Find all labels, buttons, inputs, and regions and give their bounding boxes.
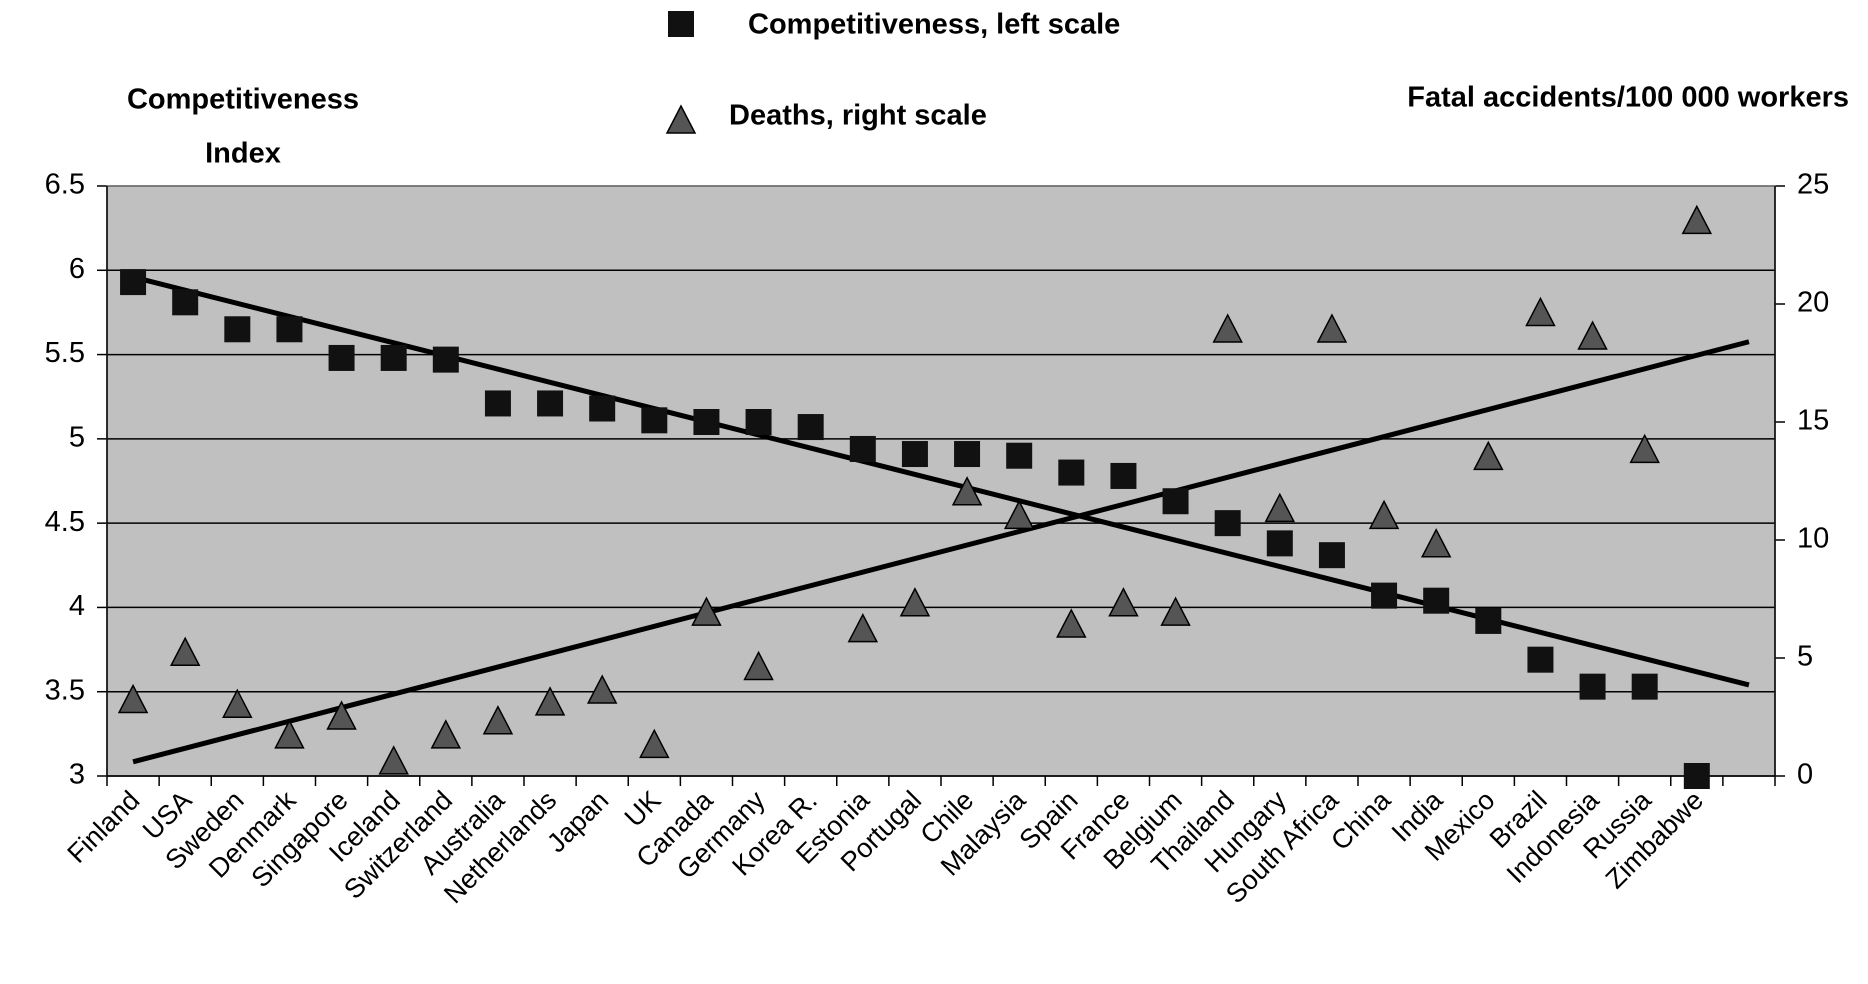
- square-marker: [224, 316, 251, 343]
- square-marker: [1318, 542, 1345, 569]
- y-tick-label: 4.5: [45, 506, 85, 538]
- y-tick-label: 5.5: [45, 337, 85, 369]
- square-marker: [641, 407, 668, 434]
- y-tick-label: 4: [69, 590, 85, 622]
- square-marker: [954, 441, 981, 468]
- triangle-marker: [1003, 499, 1035, 530]
- y-tick-label: 3: [69, 759, 85, 791]
- triangle-marker: [222, 688, 253, 718]
- y2-tick-label: 15: [1797, 405, 1829, 437]
- triangle-marker: [1473, 440, 1504, 471]
- triangle-marker: [1681, 204, 1713, 235]
- triangle-marker: [1629, 433, 1660, 464]
- square-marker: [693, 409, 720, 435]
- square-marker: [1162, 488, 1189, 515]
- triangle-marker: [847, 613, 879, 643]
- square-marker: [1527, 646, 1554, 673]
- square-marker: [745, 409, 772, 435]
- square-marker: [1058, 459, 1085, 486]
- triangle-marker: [951, 476, 983, 506]
- square-marker: [1683, 763, 1710, 789]
- square-marker: [1110, 462, 1137, 489]
- y-axis-title: Index: [205, 138, 281, 170]
- triangle-marker: [169, 636, 201, 667]
- y-tick-label: 6: [69, 253, 85, 285]
- square-marker: [276, 316, 303, 343]
- triangle-marker: [899, 587, 931, 617]
- y-tick-label: 5: [69, 422, 85, 454]
- y2-tick-label: 0: [1797, 759, 1813, 791]
- square-marker: [849, 435, 876, 462]
- triangle-marker: [1525, 296, 1556, 327]
- triangle-marker: [691, 596, 722, 626]
- triangle-marker: [743, 650, 774, 681]
- square-marker: [120, 269, 147, 296]
- triangle-marker: [1108, 587, 1139, 617]
- triangle-marker: [482, 705, 514, 735]
- triangle-marker: [1368, 499, 1400, 530]
- y2-tick-label: 20: [1797, 287, 1829, 319]
- triangle-marker: [1316, 313, 1348, 343]
- square-marker: [1579, 673, 1606, 700]
- square-marker: [797, 414, 824, 441]
- square-marker: [432, 346, 459, 373]
- legend-marker: [668, 11, 694, 37]
- triangle-marker: [1160, 596, 1191, 626]
- triangle-marker: [1264, 492, 1296, 523]
- x-tick-label: Japan: [541, 785, 614, 858]
- triangle-marker: [1577, 320, 1608, 350]
- square-marker: [1006, 442, 1033, 469]
- triangle-marker: [1056, 608, 1087, 638]
- legend-marker: [665, 104, 697, 134]
- triangle-marker: [430, 719, 462, 749]
- square-marker: [1371, 582, 1398, 609]
- y2-axis-title: Fatal accidents/100 000 workers: [1407, 82, 1849, 114]
- square-marker: [484, 390, 511, 417]
- square-marker: [1631, 673, 1658, 700]
- triangle-marker: [1212, 313, 1243, 343]
- square-marker: [328, 344, 355, 371]
- triangle-marker: [117, 683, 149, 714]
- square-marker: [172, 289, 199, 316]
- x-tick-label: China: [1325, 784, 1397, 856]
- triangle-marker: [326, 700, 357, 730]
- triangle-marker: [639, 728, 670, 759]
- triangle-marker: [586, 674, 618, 704]
- square-marker: [589, 395, 616, 422]
- y-tick-label: 6.5: [45, 169, 85, 201]
- square-marker: [1475, 607, 1502, 634]
- y2-tick-label: 10: [1797, 523, 1829, 555]
- triangle-marker: [1420, 528, 1452, 558]
- y2-tick-label: 5: [1797, 641, 1813, 673]
- y-tick-label: 3.5: [45, 674, 85, 706]
- square-marker: [537, 390, 564, 417]
- square-marker: [1214, 510, 1241, 537]
- square-marker: [1266, 530, 1293, 557]
- triangle-marker: [534, 686, 566, 716]
- legend-label: Deaths, right scale: [729, 100, 987, 132]
- square-marker: [1423, 587, 1450, 614]
- trend-line: [132, 339, 1750, 765]
- y2-tick-label: 25: [1797, 169, 1829, 201]
- square-marker: [380, 344, 407, 371]
- square-marker: [901, 441, 928, 468]
- y-axis-title: Competitiveness: [127, 84, 359, 116]
- x-tick-label: Finland: [61, 785, 145, 869]
- legend-label: Competitiveness, left scale: [748, 9, 1120, 41]
- triangle-marker: [378, 745, 409, 775]
- triangle-marker: [274, 719, 305, 749]
